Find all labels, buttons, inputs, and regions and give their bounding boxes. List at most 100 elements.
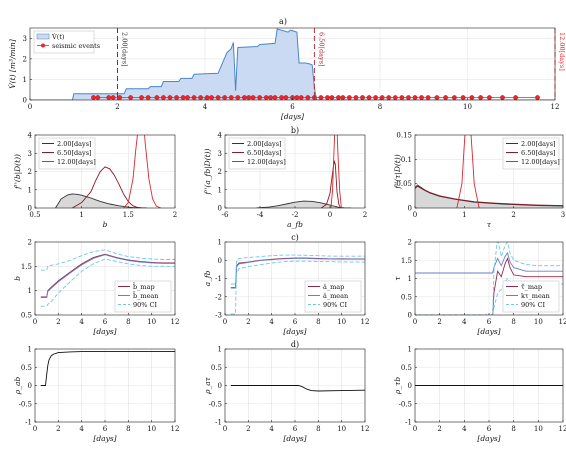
x-axis-label: [days]	[93, 327, 116, 336]
x-tick-label: -2	[292, 211, 299, 219]
y-tick-label: 1	[28, 186, 32, 194]
x-tick-label: 3	[561, 211, 565, 219]
seismic-event-point	[272, 95, 278, 100]
legend-label: 6.50[days]	[57, 149, 92, 157]
seismic-event-point	[241, 95, 247, 100]
y-tick-label: 2	[218, 168, 222, 176]
seismic-event-point	[353, 95, 359, 100]
x-tick-label: 0	[33, 318, 37, 326]
axes-frame	[414, 134, 564, 209]
series-line	[40, 351, 175, 386]
y-axis-label: τ	[393, 276, 402, 281]
seismic-event-point	[373, 95, 379, 100]
y-tick-label: 0	[28, 382, 32, 390]
x-tick-label: 0	[28, 103, 32, 111]
x-tick-label: 8	[316, 318, 320, 326]
x-axis-label: τ	[487, 220, 492, 229]
x-tick-label: 10	[147, 425, 156, 433]
panel-5: 0 2 4 6 8 10 12 -3 -2 -1 0 1 [days] a_fb c) â_mapâ_mean…	[203, 233, 369, 336]
seismic-event-point	[235, 95, 241, 100]
event-marker-label: 2.00[days]	[121, 32, 129, 67]
series-line	[40, 258, 175, 307]
panel-label: b)	[291, 126, 299, 135]
legend: 2.00[days]6.50[days]12.00[days]	[502, 137, 560, 170]
series-line	[40, 254, 175, 298]
y-axis-label: f''(b|D(t))	[13, 154, 22, 190]
y-tick-label: -0.5	[209, 400, 223, 408]
x-tick-label: 8	[316, 425, 320, 433]
y-axis-label: ρ_aτ	[203, 376, 212, 395]
y-tick-label: 0.5	[211, 364, 222, 372]
panel-8: 0 2 4 6 8 10 12 -1 -0.5 0 0.5 1 [days] ρ_aτ d)	[203, 340, 369, 443]
seismic-event-point	[346, 95, 352, 100]
seismic-event-point	[268, 95, 274, 100]
x-tick-label: 8	[378, 103, 382, 111]
legend-label: 90% CI	[323, 301, 347, 309]
y-tick-label: 1	[218, 186, 222, 194]
density-line	[256, 200, 352, 208]
y-tick-label: 1.5	[401, 257, 412, 265]
seismic-event-point	[379, 95, 385, 100]
y-tick-label: 2	[28, 168, 32, 176]
y-tick-label: -3	[215, 312, 222, 320]
legend-label: 90% CI	[133, 301, 157, 309]
x-axis-label: [days]	[477, 327, 500, 336]
seismic-event-point	[425, 95, 431, 100]
x-tick-label: 2	[246, 425, 250, 433]
x-tick-label: 12	[361, 318, 370, 326]
panel-label: a)	[279, 17, 287, 26]
x-tick-label: 10	[337, 318, 346, 326]
x-tick-label: 2	[246, 318, 250, 326]
panel-6: 0 2 4 6 8 10 12 0 0.5 1 1.5 2 [days] τ τ̂_mapkτ_mean90…	[393, 239, 566, 337]
x-tick-label: 1	[79, 211, 83, 219]
y-tick-label: 1	[408, 275, 412, 283]
x-tick-label: 6	[293, 318, 298, 326]
x-tick-label: 4	[462, 318, 467, 326]
y-tick-label: -0.5	[399, 400, 413, 408]
y-tick-label: 0	[218, 382, 222, 390]
x-axis-label: [days]	[283, 327, 306, 336]
legend-label: τ̂_map	[521, 282, 542, 291]
seismic-event-point	[366, 95, 372, 100]
seismic-event-point	[460, 95, 466, 100]
y-tick-label: 2	[408, 239, 412, 247]
x-tick-label: 0	[33, 425, 37, 433]
density-line	[72, 166, 143, 208]
seismic-event-point	[318, 95, 324, 100]
y-tick-label: 1	[23, 76, 27, 84]
density-line	[55, 193, 148, 208]
x-tick-label: 2	[115, 103, 119, 111]
seismic-event-point	[167, 95, 173, 100]
y-tick-label: -2	[215, 293, 222, 301]
seismic-event-point	[128, 95, 134, 100]
seismic-event-point	[209, 95, 214, 100]
seismic-event-point	[250, 95, 256, 100]
seismic-event-point	[336, 95, 341, 100]
legend-label: 6.50[days]	[247, 149, 282, 157]
series-line	[415, 257, 563, 315]
seismic-event-point	[392, 95, 398, 100]
x-tick-label: 10	[534, 318, 543, 326]
y-axis-label: ρ_ab	[13, 377, 22, 396]
x-tick-label: 6	[290, 103, 295, 111]
legend-label: 2.00[days]	[247, 140, 282, 148]
y-tick-label: 0.5	[401, 364, 412, 372]
panel-3: 0 1 2 3 0 0.05 0.1 0.15 τ f''(τ|D(t)) 2.00[days]6.…	[393, 132, 565, 230]
legend-swatch-marker	[41, 43, 45, 48]
x-tick-label: 10	[463, 103, 472, 111]
density-line	[456, 135, 480, 208]
plot-content	[40, 249, 175, 307]
y-tick-label: 0.5	[401, 293, 412, 301]
y-tick-label: 0	[408, 205, 412, 213]
x-tick-label: 12	[559, 425, 566, 433]
seismic-event-point	[257, 95, 263, 100]
panel-0: 2.00[days] 6.50[days] 12.00[days]0 2 4 6 8 10 12…	[8, 17, 566, 121]
legend: 2.00[days]6.50[days]12.00[days]	[228, 137, 286, 170]
y-tick-label: 0.05	[396, 180, 412, 188]
panel-4: 0 2 4 6 8 10 12 0.5 1 1.5 2 [days] b b̂_mapb̂_mean90%…	[13, 239, 179, 337]
series-line	[230, 260, 365, 315]
seismic-event-point	[386, 95, 392, 100]
legend-label: V̇(t)	[51, 33, 65, 41]
y-tick-label: -1	[25, 419, 32, 427]
